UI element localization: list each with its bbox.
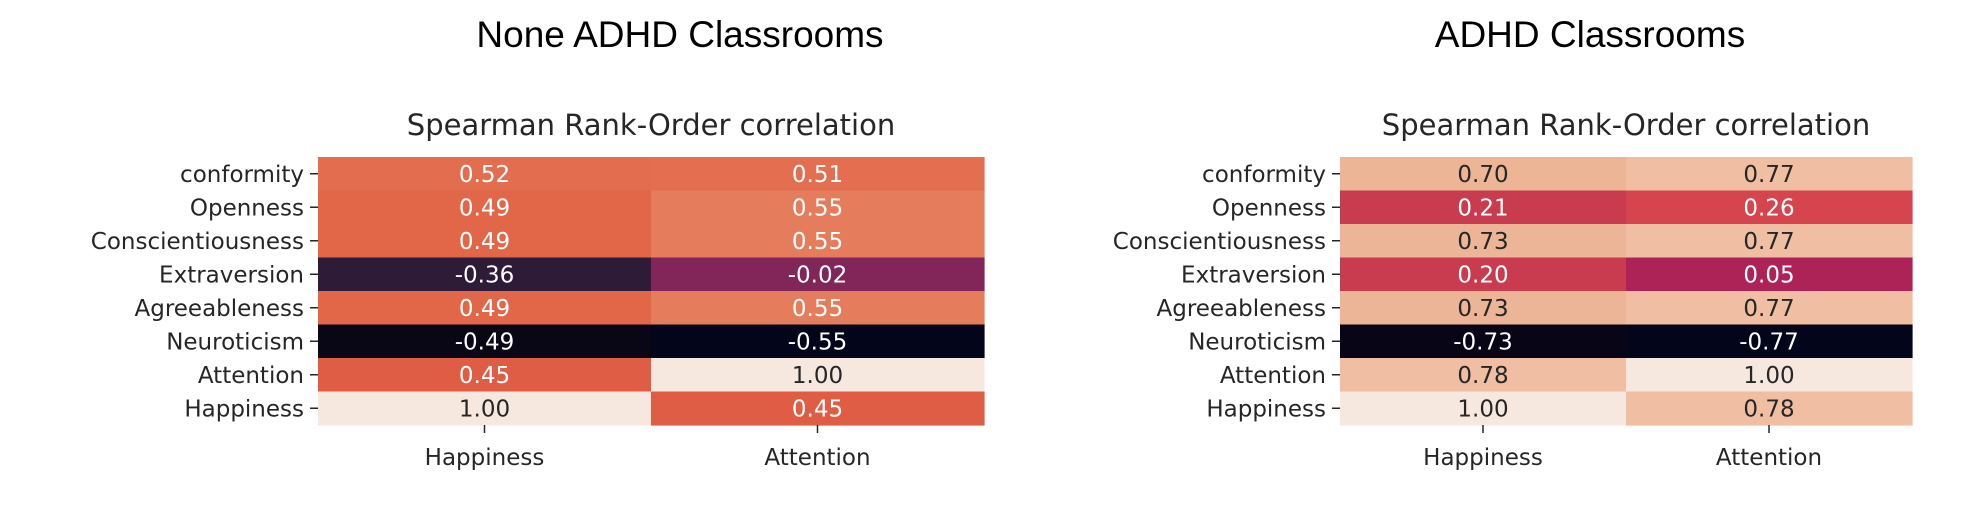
cell-value-label: 0.73 bbox=[1457, 296, 1508, 322]
cell-value-label: 0.55 bbox=[792, 296, 843, 322]
y-tick-label: conformity bbox=[180, 162, 304, 188]
right-chart-title: Spearman Rank-Order correlation bbox=[1382, 108, 1870, 142]
heatmap-cell bbox=[651, 358, 985, 393]
left-chart-title: Spearman Rank-Order correlation bbox=[407, 108, 895, 142]
heatmap-cell bbox=[318, 157, 652, 192]
heatmap-cell bbox=[651, 190, 985, 225]
heatmap-cell bbox=[1340, 257, 1627, 292]
heatmap-cell bbox=[1626, 391, 1913, 426]
cell-value-label: 0.51 bbox=[792, 162, 843, 188]
heatmap-cell bbox=[651, 291, 985, 326]
heatmap-cell bbox=[1626, 291, 1913, 326]
cell-value-label: 0.21 bbox=[1457, 195, 1508, 221]
heatmap-cell bbox=[1340, 224, 1627, 259]
cell-value-label: 0.78 bbox=[1743, 396, 1794, 422]
heatmap-cell bbox=[651, 157, 985, 192]
left-heatmap-panel: Spearman Rank-Order correlation conformit… bbox=[0, 105, 1000, 485]
cell-value-label: -0.73 bbox=[1453, 329, 1513, 355]
heatmap-cell bbox=[1340, 391, 1627, 426]
cell-value-label: -0.02 bbox=[788, 262, 848, 288]
cell-value-label: -0.55 bbox=[788, 329, 848, 355]
cell-value-label: 0.05 bbox=[1743, 262, 1794, 288]
heatmap-cell bbox=[1626, 257, 1913, 292]
y-tick-label: Attention bbox=[198, 363, 304, 389]
y-tick-label: Extraversion bbox=[159, 262, 304, 288]
heatmap-cell bbox=[1626, 157, 1913, 192]
heatmap-cell bbox=[651, 257, 985, 292]
cell-value-label: 0.70 bbox=[1457, 162, 1508, 188]
cell-value-label: 0.49 bbox=[459, 296, 510, 322]
heatmap-cell bbox=[318, 324, 652, 359]
heatmap-cell bbox=[651, 391, 985, 426]
heatmap-cell bbox=[1340, 157, 1627, 192]
heatmap-cell bbox=[318, 391, 652, 426]
y-tick-label: Openness bbox=[1212, 195, 1326, 221]
x-tick-label: Happiness bbox=[425, 445, 545, 471]
heatmap-cell bbox=[318, 224, 652, 259]
x-tick-label: Happiness bbox=[1423, 445, 1543, 471]
right-panel-heading: ADHD Classrooms bbox=[1434, 14, 1746, 55]
cell-value-label: 1.00 bbox=[459, 396, 510, 422]
y-tick-label: conformity bbox=[1202, 162, 1326, 188]
heatmap-cell bbox=[1626, 190, 1913, 225]
y-tick-label: Agreeableness bbox=[1156, 296, 1326, 322]
right-heatmap-chart: Spearman Rank-Order correlation conformit… bbox=[1113, 108, 1913, 471]
heatmap-cell bbox=[651, 324, 985, 359]
y-tick-label: Attention bbox=[1220, 363, 1326, 389]
y-tick-label: Conscientiousness bbox=[1113, 229, 1326, 255]
cell-value-label: -0.36 bbox=[455, 262, 515, 288]
cell-value-label: 0.45 bbox=[792, 396, 843, 422]
x-tick-label: Attention bbox=[764, 445, 870, 471]
left-panel-heading: None ADHD Classrooms bbox=[476, 14, 884, 55]
cell-value-label: 0.45 bbox=[459, 363, 510, 389]
heatmap-cell bbox=[318, 190, 652, 225]
left-heatmap-chart: Spearman Rank-Order correlation conformit… bbox=[91, 108, 985, 471]
cell-value-label: 0.49 bbox=[459, 195, 510, 221]
y-tick-label: Conscientiousness bbox=[91, 229, 304, 255]
y-tick-label: Happiness bbox=[184, 396, 304, 422]
y-tick-label: Extraversion bbox=[1181, 262, 1326, 288]
heatmap-cell bbox=[651, 224, 985, 259]
cell-value-label: 1.00 bbox=[1743, 363, 1794, 389]
heatmap-cell bbox=[1626, 358, 1913, 393]
cell-value-label: 0.20 bbox=[1457, 262, 1508, 288]
cell-value-label: 0.78 bbox=[1457, 363, 1508, 389]
heatmap-cell bbox=[1340, 190, 1627, 225]
y-tick-label: Openness bbox=[190, 195, 304, 221]
y-tick-label: Happiness bbox=[1206, 396, 1326, 422]
cell-value-label: 0.52 bbox=[459, 162, 510, 188]
y-tick-label: Agreeableness bbox=[134, 296, 304, 322]
heatmap-cell bbox=[318, 257, 652, 292]
cell-value-label: 1.00 bbox=[792, 363, 843, 389]
heatmap-cell bbox=[1340, 358, 1627, 393]
heatmap-cell bbox=[1340, 291, 1627, 326]
cell-value-label: 1.00 bbox=[1457, 396, 1508, 422]
heatmap-cell bbox=[318, 291, 652, 326]
cell-value-label: -0.49 bbox=[455, 329, 515, 355]
cell-value-label: 0.55 bbox=[792, 229, 843, 255]
heatmap-cell bbox=[1340, 324, 1627, 359]
cell-value-label: 0.73 bbox=[1457, 229, 1508, 255]
heatmap-cell bbox=[1626, 324, 1913, 359]
cell-value-label: 0.77 bbox=[1743, 162, 1794, 188]
heatmap-cell bbox=[1626, 224, 1913, 259]
cell-value-label: 0.55 bbox=[792, 195, 843, 221]
cell-value-label: -0.77 bbox=[1739, 329, 1799, 355]
cell-value-label: 0.49 bbox=[459, 229, 510, 255]
cell-value-label: 0.77 bbox=[1743, 229, 1794, 255]
cell-value-label: 0.77 bbox=[1743, 296, 1794, 322]
heatmap-cell bbox=[318, 358, 652, 393]
x-tick-label: Attention bbox=[1716, 445, 1822, 471]
y-tick-label: Neuroticism bbox=[1188, 329, 1326, 355]
y-tick-label: Neuroticism bbox=[166, 329, 304, 355]
right-heatmap-panel: Spearman Rank-Order correlation conformit… bbox=[0, 105, 1964, 485]
cell-value-label: 0.26 bbox=[1743, 195, 1794, 221]
